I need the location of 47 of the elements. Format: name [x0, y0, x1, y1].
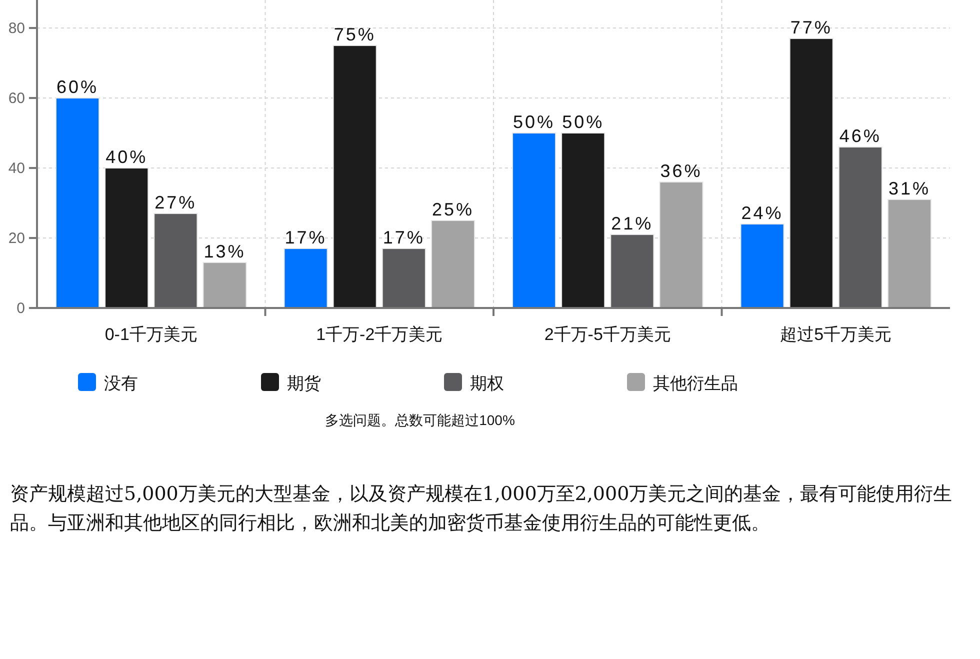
x-tick-label: 超过5千万美元 — [780, 325, 892, 344]
y-tick-label: 60 — [8, 90, 25, 107]
legend-label: 期权 — [470, 374, 504, 393]
bar — [512, 132, 556, 308]
data-label: 46% — [839, 126, 882, 146]
data-label: 50% — [562, 112, 604, 132]
bar — [55, 98, 100, 308]
y-tick-label: 0 — [16, 300, 25, 317]
data-label: 75% — [334, 24, 376, 44]
data-label: 36% — [660, 161, 702, 181]
data-label: 31% — [888, 178, 930, 198]
bar — [332, 45, 377, 308]
bar — [740, 224, 784, 308]
data-label: 77% — [790, 18, 832, 38]
bar — [430, 220, 476, 308]
legend-label: 没有 — [104, 374, 138, 393]
x-tick-label: 2千万-5千万美元 — [544, 325, 671, 344]
bar — [561, 132, 606, 308]
data-label: 60% — [56, 77, 99, 97]
text: 多选问题。总数可能超过100% — [325, 412, 515, 428]
bar — [887, 199, 932, 308]
bar — [610, 234, 654, 308]
bar — [382, 248, 426, 308]
bar — [284, 248, 328, 308]
data-label: 13% — [204, 242, 246, 262]
bar — [104, 168, 149, 308]
y-tick-label: 80 — [8, 20, 25, 37]
data-label: 21% — [611, 214, 654, 234]
bar — [789, 38, 834, 308]
data-label: 40% — [106, 147, 148, 167]
data-label: 25% — [432, 200, 474, 220]
bar — [154, 213, 198, 308]
bar — [202, 262, 247, 308]
x-tick-label: 1千万-2千万美元 — [316, 325, 443, 344]
data-label: 27% — [154, 192, 197, 212]
text: 资产规模超过5,000万美元的大型基金，以及资产规模在1,000万至2,000万美元之间的基金，最有可能使用衍生品。与亚洲和其他地区的同行相比，欧洲和北美的加密货币基金使用衍生品的可能性更低。 — [10, 482, 954, 536]
legend-label: 其他衍生品 — [653, 374, 738, 393]
legend-label: 期货 — [287, 374, 321, 393]
data-label: 17% — [284, 228, 327, 248]
data-label: 17% — [382, 228, 425, 248]
data-label: 24% — [741, 203, 784, 223]
x-tick-label: 0-1千万美元 — [104, 325, 198, 344]
y-tick-label: 40 — [8, 160, 25, 177]
bar — [659, 182, 704, 308]
y-tick-label: 20 — [8, 230, 25, 247]
bar — [838, 146, 882, 308]
data-label: 50% — [513, 112, 556, 132]
